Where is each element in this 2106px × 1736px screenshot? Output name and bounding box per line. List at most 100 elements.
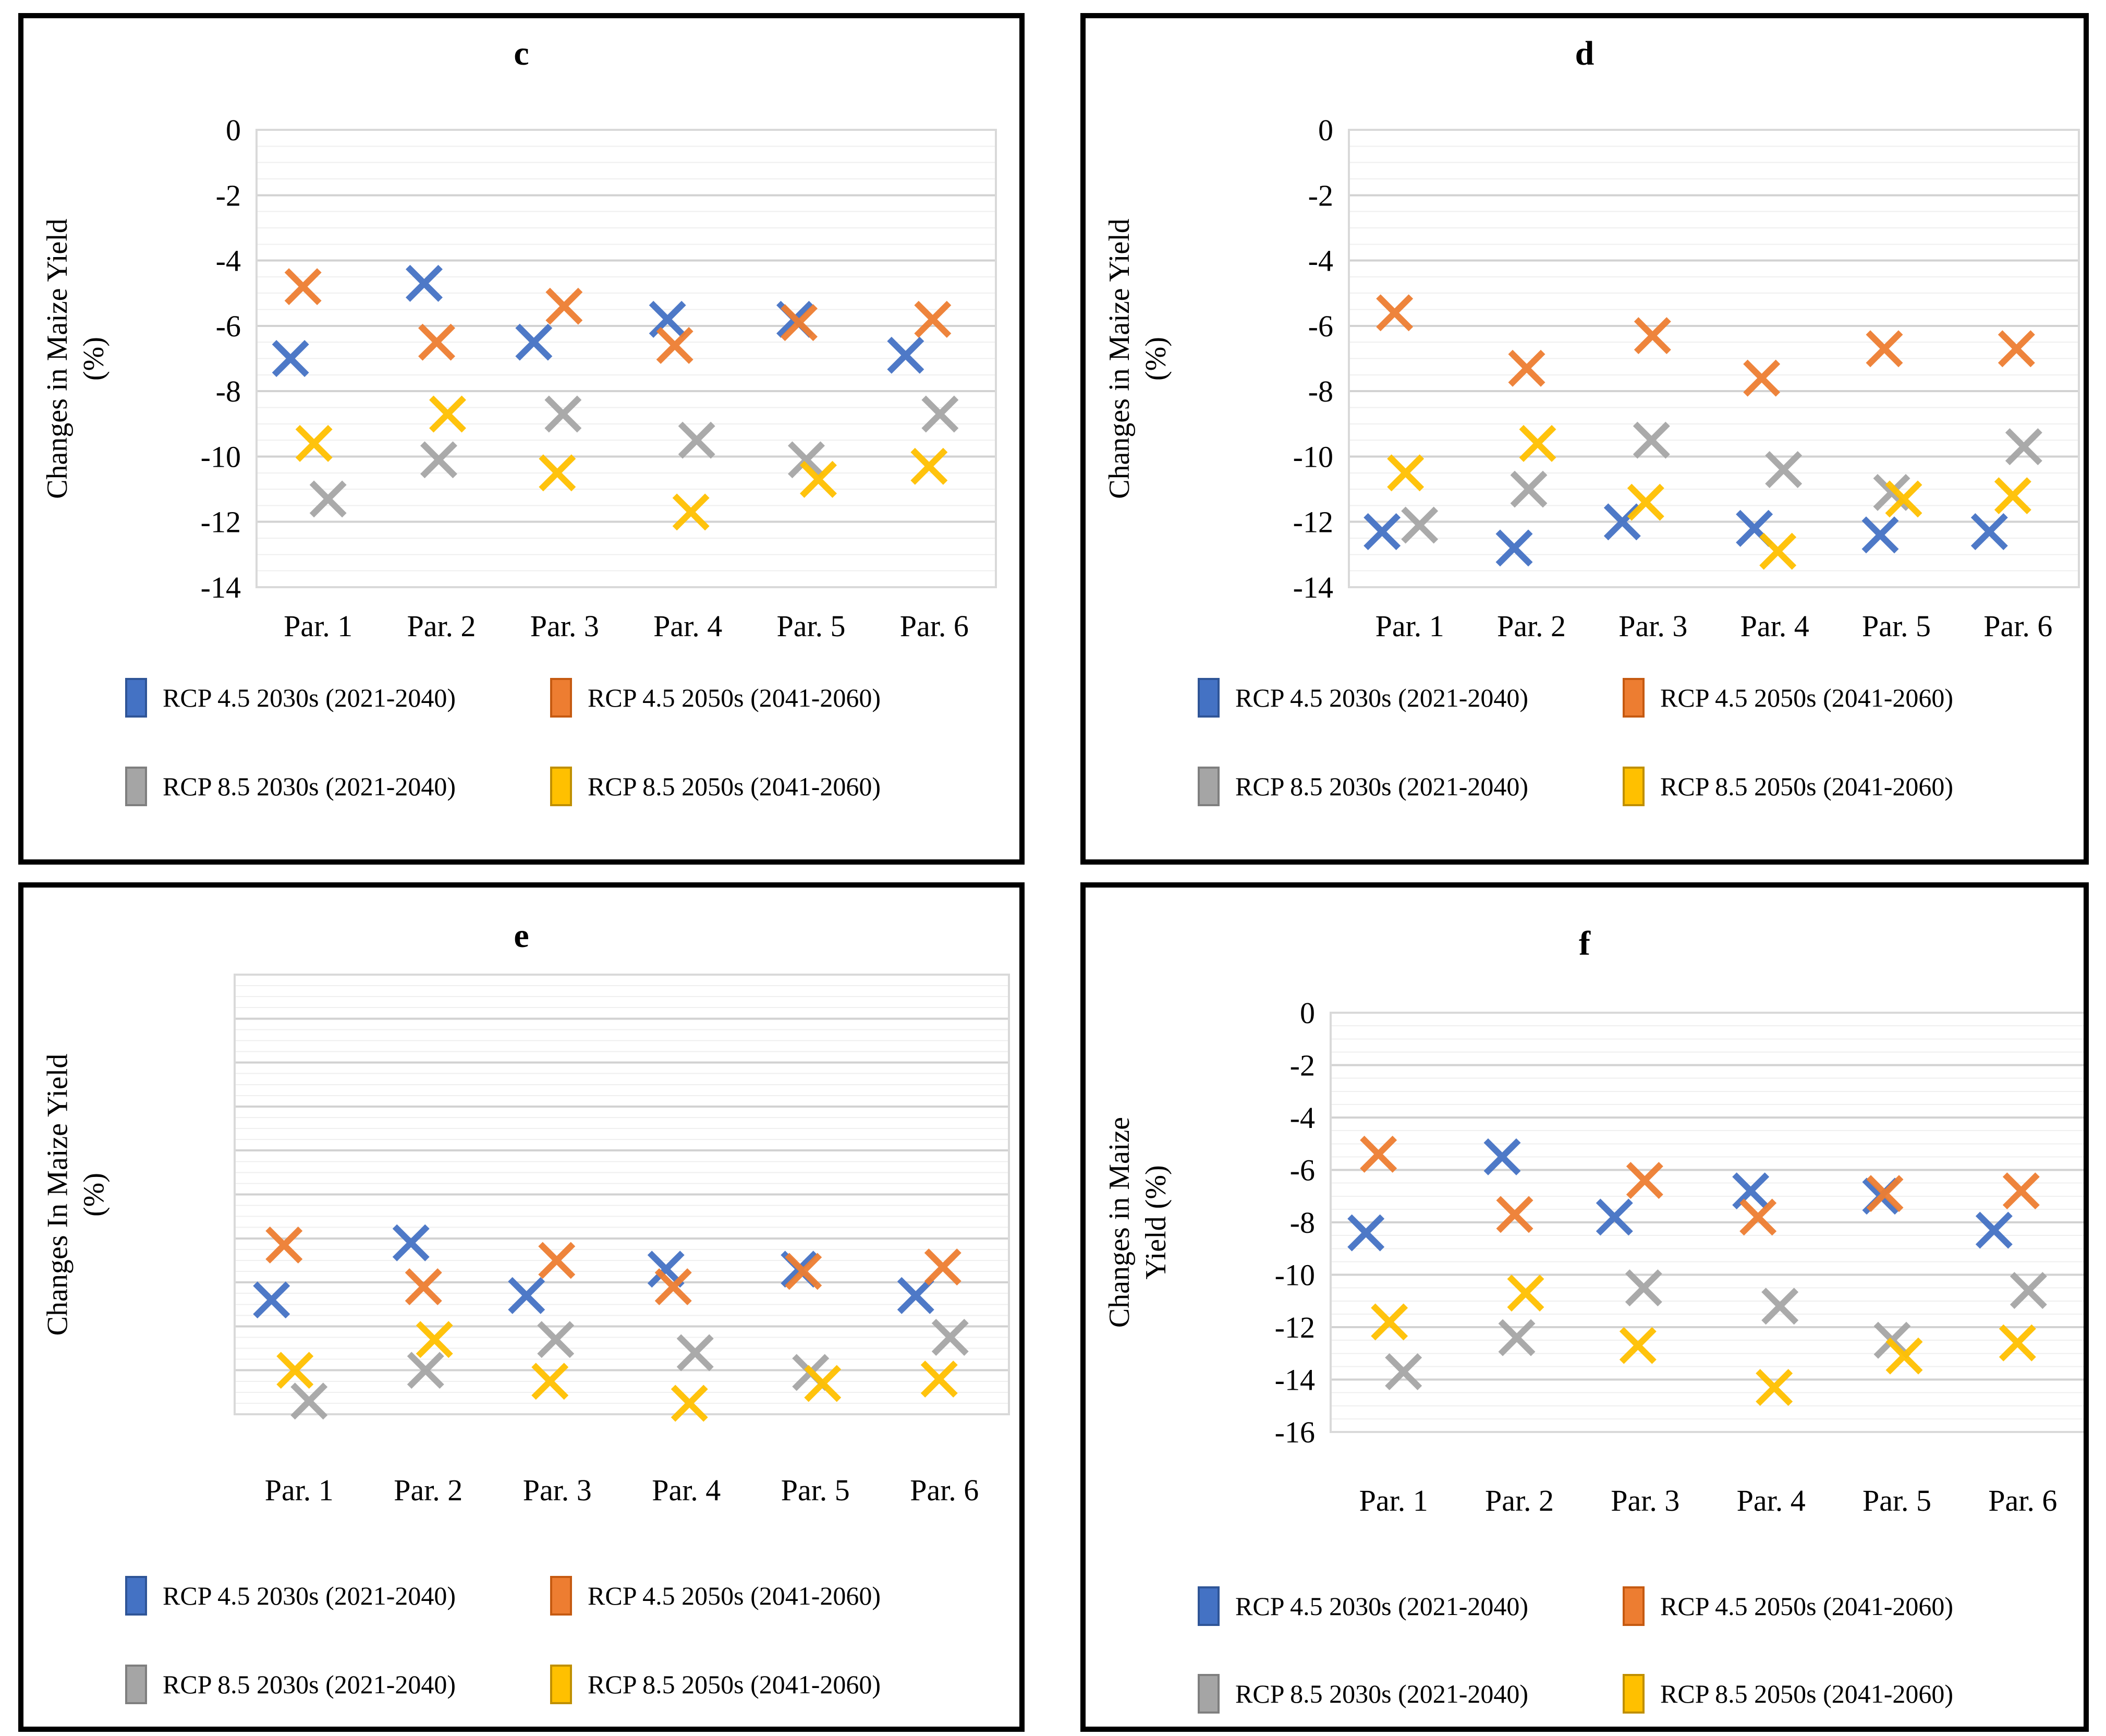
y-tick-label: -16 (1275, 1415, 1315, 1449)
marker-x-series-4 (429, 395, 466, 433)
marker-x-series-4 (1519, 424, 1556, 462)
marker-x-series-4 (1387, 454, 1425, 492)
legend-label: RCP 8.5 2050s (2041-2060) (588, 1670, 881, 1699)
legend: RCP 4.5 2030s (2021-2040) RCP 4.5 2050s (… (1198, 678, 2063, 806)
legend-swatch-icon (1198, 1674, 1220, 1714)
marker-x-series-1 (392, 1224, 430, 1261)
legend-item-4: RCP 8.5 2050s (2041-2060) (550, 767, 975, 806)
marker-x-series-3 (309, 480, 347, 518)
legend-row-2: RCP 8.5 2030s (2021-2040) RCP 8.5 2050s (… (1198, 1674, 2063, 1714)
x-category-label: Par. 2 (394, 1473, 462, 1507)
marker-x-series-2 (781, 304, 818, 342)
marker-x-series-3 (537, 1321, 575, 1358)
marker-x-series-1 (272, 340, 309, 377)
chart-panel-e: e Changes In Maize Yield (%) Par. 1 Par. 2 Pa… (18, 882, 1025, 1732)
marker-x-series-3 (1498, 1319, 1536, 1356)
marker-x-series-4 (531, 1363, 569, 1400)
marker-x-series-2 (1998, 330, 2035, 368)
marker-x-series-1 (1975, 1211, 2013, 1249)
y-tick-label: 0 (1300, 996, 1315, 1030)
y-tick-label: -12 (1293, 505, 1333, 539)
marker-x-series-4 (276, 1352, 314, 1389)
legend-swatch-icon (1198, 678, 1220, 718)
marker-x-series-1 (887, 336, 924, 374)
plot-area-border (234, 974, 1010, 1415)
marker-x-series-1 (1364, 513, 1401, 550)
legend-swatch-icon (550, 678, 572, 718)
marker-x-series-2 (1626, 1162, 1663, 1199)
legend-swatch-icon (125, 767, 147, 806)
legend-item-1: RCP 4.5 2030s (2021-2040) (1198, 1586, 1623, 1626)
y-tick-label: -10 (1293, 440, 1333, 474)
x-category-label: Par. 5 (781, 1473, 850, 1507)
marker-x-series-4 (910, 447, 948, 485)
marker-x-series-4 (1619, 1327, 1657, 1364)
legend-label: RCP 4.5 2050s (2041-2060) (1660, 683, 1954, 712)
marker-x-series-4 (416, 1321, 453, 1358)
legend-label: RCP 8.5 2050s (2041-2060) (588, 772, 881, 801)
x-category-label: Par. 5 (776, 609, 845, 643)
x-category-label: Par. 5 (1862, 609, 1931, 643)
legend-item-3: RCP 8.5 2030s (2021-2040) (1198, 767, 1623, 806)
legend-item-4: RCP 8.5 2050s (2041-2060) (550, 1665, 975, 1704)
legend-row-1: RCP 4.5 2030s (2021-2040) RCP 4.5 2050s (… (125, 1576, 991, 1616)
legend-swatch-icon (125, 1665, 147, 1704)
marker-x-series-2 (418, 323, 455, 361)
marker-x-series-1 (508, 1277, 545, 1314)
marker-x-series-1 (1596, 1198, 1633, 1236)
marker-x-series-3 (1633, 421, 1670, 459)
plot-area-border (1330, 1012, 2084, 1433)
marker-x-series-4 (295, 424, 333, 462)
legend-label: RCP 4.5 2030s (2021-2040) (1235, 1592, 1529, 1621)
x-category-label: Par. 1 (1375, 609, 1444, 643)
legend-row-1: RCP 4.5 2030s (2021-2040) RCP 4.5 2050s (… (125, 678, 991, 718)
marker-x-series-3 (1385, 1353, 1422, 1390)
marker-x-series-1 (1970, 513, 2008, 550)
y-tick-label: -14 (1275, 1363, 1315, 1397)
marker-x-series-3 (407, 1352, 444, 1389)
legend: RCP 4.5 2030s (2021-2040) RCP 4.5 2050s (… (125, 678, 991, 806)
marker-x-series-1 (1861, 516, 1899, 554)
y-tick-label: -14 (1293, 570, 1333, 604)
y-tick-label: -2 (216, 178, 241, 212)
marker-x-series-4 (1999, 1324, 2036, 1362)
marker-x-series-3 (678, 421, 715, 459)
y-tick-label: -8 (1290, 1206, 1315, 1240)
legend-swatch-icon (1623, 1586, 1645, 1626)
legend-item-2: RCP 4.5 2050s (2041-2060) (1623, 1586, 2048, 1626)
legend-item-3: RCP 8.5 2030s (2021-2040) (125, 1665, 550, 1704)
marker-x-series-4 (1627, 483, 1664, 521)
marker-x-series-3 (2010, 1272, 2047, 1309)
y-tick-label: -6 (1290, 1154, 1315, 1187)
y-tick-label: -4 (1308, 244, 1333, 278)
marker-x-series-3 (1401, 506, 1439, 544)
panel-title-c: c (514, 34, 529, 72)
scatter-plot-f: 0 -2 -4 -6 -8 -10 -12 -14 -16 Par. 1 Par. 2 Par. 3 P… (1275, 996, 2084, 1518)
legend-label: RCP 8.5 2050s (2041-2060) (1660, 1679, 1954, 1708)
marker-x-series-2 (1743, 359, 1781, 397)
legend-label: RCP 8.5 2030s (2021-2040) (1235, 772, 1529, 801)
x-category-label: Par. 2 (1485, 1484, 1554, 1518)
x-category-label: Par. 2 (407, 609, 476, 643)
legend-item-3: RCP 8.5 2030s (2021-2040) (125, 767, 550, 806)
marker-x-series-2 (914, 300, 952, 338)
panel-title-d: d (1575, 34, 1594, 72)
marker-x-series-4 (804, 1365, 842, 1402)
x-category-label: Par. 6 (900, 609, 969, 643)
x-category-label: Par. 6 (910, 1473, 979, 1507)
plot-area-border (255, 129, 997, 588)
legend-swatch-icon (125, 1576, 147, 1616)
marker-x-series-4 (800, 460, 837, 498)
marker-x-series-4 (920, 1361, 958, 1398)
legend-swatch-icon (1623, 678, 1645, 718)
marker-x-series-4 (1371, 1303, 1408, 1341)
chart-panel-d: d Changes in Maize Yield (%) 0 -2 -4 -6 -8 -10 -1… (1080, 13, 2089, 865)
panel-title-e: e (514, 917, 529, 955)
marker-x-series-2 (284, 268, 322, 306)
scatter-plot-d: 0 -2 -4 -6 -8 -10 -12 -14 Par. 1 Par. 2 Par. 3 Par.… (1293, 113, 2080, 643)
marker-x-series-3 (420, 441, 457, 479)
legend-swatch-icon (550, 1576, 572, 1616)
chart-panel-c: c Changes in Maize Yield (%) 0 -2 -4 -6 -8 -10 -1… (18, 13, 1025, 865)
marker-x-series-3 (1765, 451, 1803, 488)
y-tick-label: -6 (216, 309, 241, 343)
